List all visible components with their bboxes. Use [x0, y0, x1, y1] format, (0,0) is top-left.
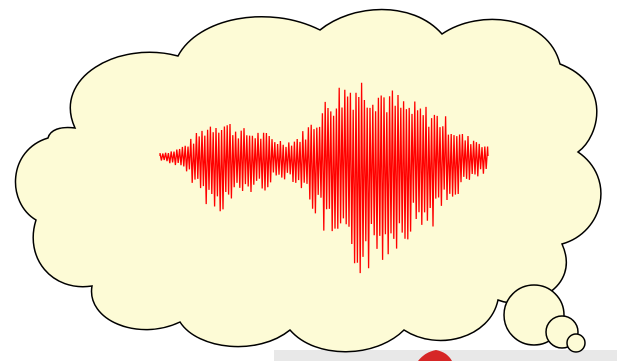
speech-waveform-icon	[159, 82, 489, 274]
corner-image-fragment	[274, 350, 617, 361]
thought-bubble-small-3	[566, 333, 586, 353]
